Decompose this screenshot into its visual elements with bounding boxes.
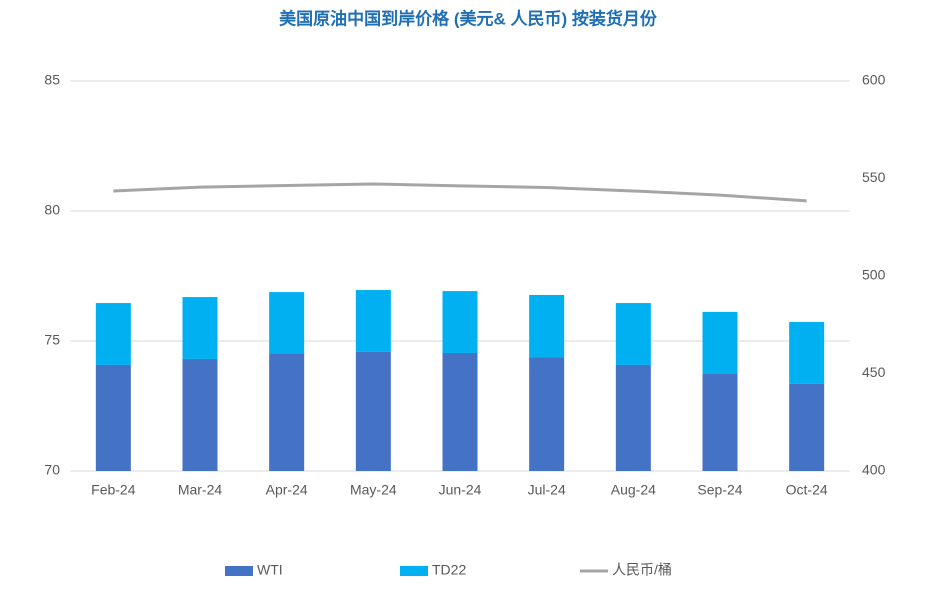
x-tick-label: Mar-24 bbox=[178, 482, 223, 498]
y2-tick-label: 550 bbox=[862, 169, 886, 185]
bar bbox=[269, 292, 305, 354]
bar bbox=[529, 357, 565, 471]
y-tick-label: 80 bbox=[44, 202, 60, 218]
x-tick-label: Oct-24 bbox=[786, 482, 828, 498]
bar bbox=[95, 303, 131, 365]
bar bbox=[702, 374, 738, 471]
y2-tick-label: 450 bbox=[862, 364, 886, 380]
bar bbox=[355, 351, 391, 471]
y2-tick-label: 400 bbox=[862, 462, 886, 478]
x-tick-label: Feb-24 bbox=[91, 482, 136, 498]
legend-label: TD22 bbox=[432, 562, 466, 578]
bar bbox=[615, 364, 651, 471]
legend-swatch bbox=[400, 566, 428, 576]
x-tick-label: May-24 bbox=[350, 482, 397, 498]
legend-label: 人民币/桶 bbox=[612, 562, 672, 578]
y-tick-label: 85 bbox=[44, 72, 60, 88]
y-tick-label: 75 bbox=[44, 332, 60, 348]
x-tick-label: Jul-24 bbox=[528, 482, 566, 498]
bar bbox=[182, 297, 218, 359]
bar bbox=[95, 364, 131, 471]
bar bbox=[789, 383, 825, 471]
x-tick-label: Jun-24 bbox=[439, 482, 482, 498]
bar bbox=[442, 352, 478, 471]
bar bbox=[615, 303, 651, 365]
bar bbox=[529, 294, 565, 358]
chart-title: 美国原油中国到岸价格 (美元& 人民币) 按装货月份 bbox=[279, 8, 658, 28]
x-tick-label: Apr-24 bbox=[266, 482, 308, 498]
bar bbox=[789, 322, 825, 384]
bar bbox=[442, 291, 478, 353]
y2-tick-label: 600 bbox=[862, 72, 886, 88]
bar bbox=[269, 354, 305, 471]
y2-tick-label: 500 bbox=[862, 267, 886, 283]
x-tick-label: Aug-24 bbox=[611, 482, 656, 498]
bar bbox=[702, 311, 738, 375]
legend-swatch bbox=[225, 566, 253, 576]
line bbox=[113, 182, 807, 203]
x-tick-label: Sep-24 bbox=[697, 482, 742, 498]
y-tick-label: 70 bbox=[44, 462, 60, 478]
bar bbox=[182, 358, 218, 471]
legend-label: WTI bbox=[257, 562, 283, 578]
bar bbox=[355, 290, 391, 352]
